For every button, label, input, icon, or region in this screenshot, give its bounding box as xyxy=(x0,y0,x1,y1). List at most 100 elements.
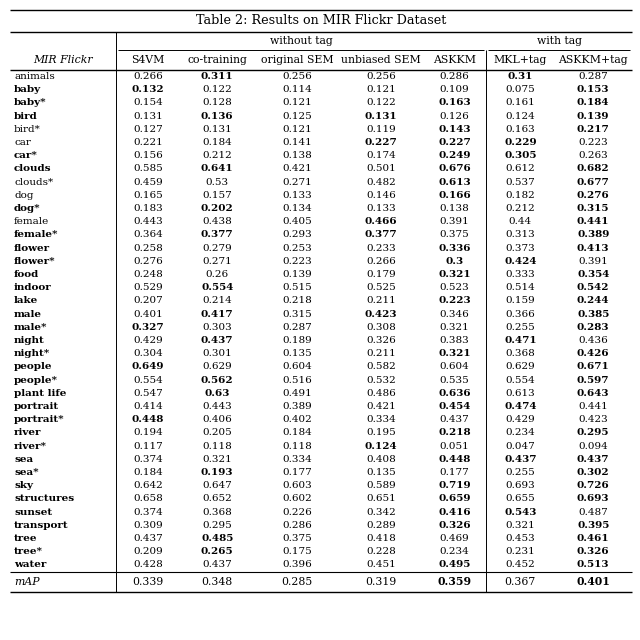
Text: 0.122: 0.122 xyxy=(366,99,396,108)
Text: 0.139: 0.139 xyxy=(577,112,609,121)
Text: 0.491: 0.491 xyxy=(282,389,312,398)
Text: ASKKM+tag: ASKKM+tag xyxy=(559,55,628,65)
Text: 0.286: 0.286 xyxy=(440,72,470,81)
Text: 0.613: 0.613 xyxy=(438,178,471,187)
Text: 0.537: 0.537 xyxy=(506,178,535,187)
Text: 0.437: 0.437 xyxy=(577,455,609,464)
Text: 0.414: 0.414 xyxy=(133,402,163,411)
Text: 0.405: 0.405 xyxy=(282,218,312,227)
Text: 0.221: 0.221 xyxy=(133,138,163,147)
Text: 0.554: 0.554 xyxy=(506,376,535,385)
Text: 0.212: 0.212 xyxy=(202,151,232,160)
Text: 0.223: 0.223 xyxy=(438,296,471,305)
Text: 0.313: 0.313 xyxy=(506,230,535,239)
Text: 0.437: 0.437 xyxy=(202,561,232,570)
Text: 0.547: 0.547 xyxy=(133,389,163,398)
Text: 0.128: 0.128 xyxy=(202,99,232,108)
Text: 0.532: 0.532 xyxy=(366,376,396,385)
Text: 0.233: 0.233 xyxy=(366,244,396,253)
Text: unbiased SEM: unbiased SEM xyxy=(341,55,421,65)
Text: 0.443: 0.443 xyxy=(202,402,232,411)
Text: 0.135: 0.135 xyxy=(282,349,312,358)
Text: 0.131: 0.131 xyxy=(133,112,163,121)
Text: MKL+tag: MKL+tag xyxy=(493,55,547,65)
Text: 0.138: 0.138 xyxy=(282,151,312,160)
Text: indoor: indoor xyxy=(14,284,52,292)
Text: 0.334: 0.334 xyxy=(282,455,312,464)
Text: 0.423: 0.423 xyxy=(365,310,397,319)
Text: bird: bird xyxy=(14,112,38,121)
Text: people*: people* xyxy=(14,376,58,385)
Text: male: male xyxy=(14,310,42,319)
Text: baby: baby xyxy=(14,85,41,94)
Text: 0.227: 0.227 xyxy=(365,138,397,147)
Text: 0.346: 0.346 xyxy=(440,310,470,319)
Text: 0.383: 0.383 xyxy=(440,336,470,345)
Text: structures: structures xyxy=(14,495,74,504)
Text: 0.121: 0.121 xyxy=(366,85,396,94)
Text: tree*: tree* xyxy=(14,547,43,556)
Text: 0.364: 0.364 xyxy=(133,230,163,239)
Text: 0.234: 0.234 xyxy=(440,547,470,556)
Text: 0.385: 0.385 xyxy=(577,310,609,319)
Text: 0.255: 0.255 xyxy=(506,468,535,477)
Text: 0.658: 0.658 xyxy=(133,495,163,504)
Text: 0.482: 0.482 xyxy=(366,178,396,187)
Text: female: female xyxy=(14,218,49,227)
Text: 0.266: 0.266 xyxy=(366,257,396,266)
Text: 0.44: 0.44 xyxy=(509,218,532,227)
Text: 0.121: 0.121 xyxy=(282,125,312,134)
Text: 0.652: 0.652 xyxy=(202,495,232,504)
Text: car: car xyxy=(14,138,31,147)
Text: 0.228: 0.228 xyxy=(366,547,396,556)
Text: 0.554: 0.554 xyxy=(201,284,234,292)
Text: 0.326: 0.326 xyxy=(577,547,609,556)
Text: 0.047: 0.047 xyxy=(506,442,535,451)
Text: bird*: bird* xyxy=(14,125,41,134)
Text: 0.226: 0.226 xyxy=(282,508,312,516)
Text: plant life: plant life xyxy=(14,389,67,398)
Text: 0.163: 0.163 xyxy=(438,99,471,108)
Text: 0.124: 0.124 xyxy=(506,112,535,121)
Text: 0.589: 0.589 xyxy=(366,481,396,490)
Text: 0.366: 0.366 xyxy=(506,310,535,319)
Text: 0.26: 0.26 xyxy=(205,270,228,279)
Text: 0.437: 0.437 xyxy=(440,415,470,424)
Text: river*: river* xyxy=(14,442,47,451)
Text: 0.249: 0.249 xyxy=(438,151,471,160)
Text: 0.693: 0.693 xyxy=(577,495,609,504)
Text: 0.651: 0.651 xyxy=(366,495,396,504)
Text: 0.649: 0.649 xyxy=(132,362,164,371)
Text: 0.138: 0.138 xyxy=(440,204,470,213)
Text: flower*: flower* xyxy=(14,257,56,266)
Text: 0.271: 0.271 xyxy=(282,178,312,187)
Text: 0.289: 0.289 xyxy=(366,521,396,530)
Text: 0.136: 0.136 xyxy=(201,112,234,121)
Text: 0.283: 0.283 xyxy=(577,323,609,332)
Text: sky: sky xyxy=(14,481,33,490)
Text: 0.535: 0.535 xyxy=(440,376,470,385)
Text: lake: lake xyxy=(14,296,38,305)
Text: 0.119: 0.119 xyxy=(366,125,396,134)
Text: 0.487: 0.487 xyxy=(579,508,608,516)
Text: 0.643: 0.643 xyxy=(577,389,609,398)
Text: 0.302: 0.302 xyxy=(577,468,609,477)
Text: with tag: with tag xyxy=(536,36,582,46)
Text: 0.408: 0.408 xyxy=(366,455,396,464)
Text: 0.177: 0.177 xyxy=(282,468,312,477)
Text: 0.604: 0.604 xyxy=(282,362,312,371)
Text: clouds: clouds xyxy=(14,164,51,173)
Text: original SEM: original SEM xyxy=(260,55,333,65)
Text: people: people xyxy=(14,362,52,371)
Text: without tag: without tag xyxy=(270,36,333,46)
Text: 0.402: 0.402 xyxy=(282,415,312,424)
Text: 0.184: 0.184 xyxy=(577,99,609,108)
Text: 0.287: 0.287 xyxy=(579,72,608,81)
Text: 0.153: 0.153 xyxy=(577,85,609,94)
Text: 0.417: 0.417 xyxy=(201,310,234,319)
Text: 0.271: 0.271 xyxy=(202,257,232,266)
Text: 0.309: 0.309 xyxy=(133,521,163,530)
Text: 0.227: 0.227 xyxy=(438,138,471,147)
Text: 0.655: 0.655 xyxy=(506,495,535,504)
Text: 0.375: 0.375 xyxy=(282,534,312,543)
